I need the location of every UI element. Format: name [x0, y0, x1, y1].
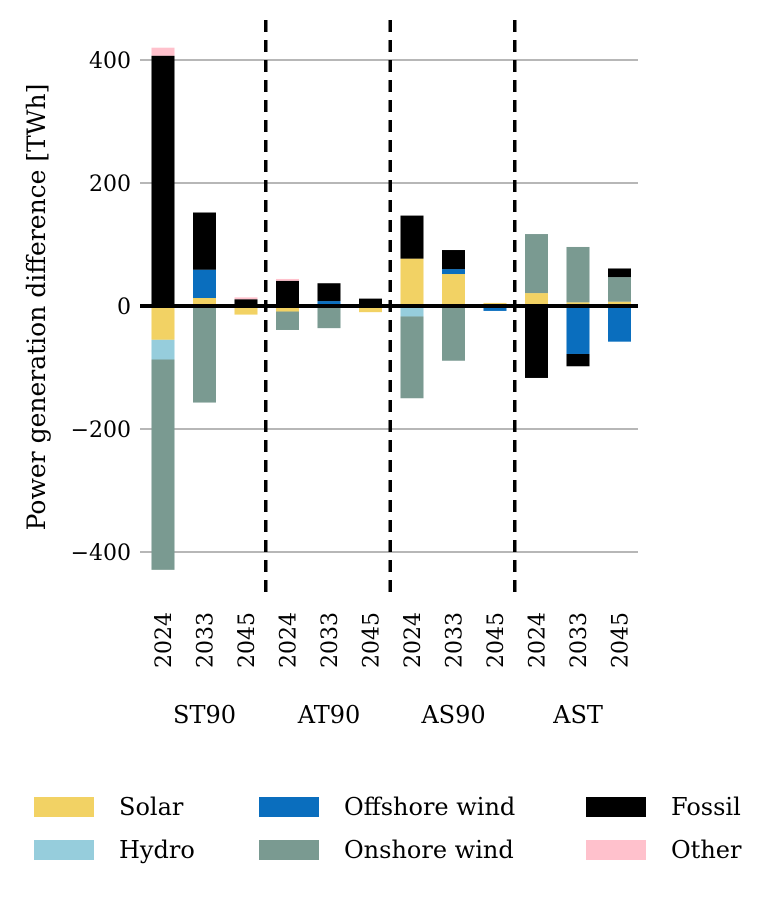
legend-label: Onshore wind [344, 836, 514, 864]
legend-label: Hydro [119, 836, 195, 864]
bar-onshore-wind [525, 234, 548, 294]
bar-solar [525, 293, 548, 306]
legend-swatch [586, 797, 646, 817]
bar-onshore-wind [442, 306, 465, 361]
x-tick-label: 2024 [526, 612, 551, 668]
bar-fossil [359, 298, 382, 306]
legend-swatch [259, 797, 319, 817]
x-tick-label: 2045 [235, 612, 260, 668]
group-label: AS90 [420, 701, 485, 729]
bar-offshore-wind [442, 269, 465, 275]
bar-offshore-wind [566, 306, 590, 354]
bar-fossil [234, 299, 258, 305]
bar-fossil [442, 250, 465, 270]
x-tick-label: 2045 [484, 612, 509, 668]
bar-hydro [151, 339, 175, 360]
x-tick-labels: 2024 2033 2045 2024 2033 2045 2024 2033 2045 2024… [152, 612, 634, 668]
legend-label: Offshore wind [344, 793, 515, 821]
bar-onshore-wind [276, 311, 299, 330]
x-tick-label: 2033 [318, 612, 343, 668]
x-tick-label: 2045 [360, 612, 385, 668]
bar-onshore-wind [193, 306, 216, 403]
group-label: ST90 [173, 701, 236, 729]
x-tick-label: 2033 [567, 612, 592, 668]
bar-solar [442, 274, 465, 306]
y-axis-label: Power generation difference [TWh] [22, 84, 51, 531]
bar-other [276, 278, 299, 281]
bar-fossil [608, 268, 631, 278]
y-tick-label: −200 [71, 418, 131, 443]
bar-fossil [276, 280, 299, 306]
bar-onshore-wind [317, 306, 341, 329]
bar-onshore-wind [151, 359, 175, 570]
y-tick-label: 0 [117, 295, 131, 320]
legend-swatch [34, 797, 94, 817]
legend-swatch [586, 840, 646, 860]
group-label: AST [552, 701, 603, 729]
group-separators [264, 20, 517, 598]
bar-fossil [193, 212, 216, 270]
bars [140, 47, 638, 570]
bar-onshore-wind [400, 316, 424, 399]
y-tick-label: −400 [71, 541, 131, 566]
bar-onshore-wind [608, 277, 631, 302]
bar-fossil [317, 283, 341, 302]
bar-solar [608, 301, 631, 306]
bar-offshore-wind [483, 306, 507, 311]
bar-solar [193, 298, 216, 306]
legend-item: Solar [34, 793, 184, 821]
x-tick-label: 2045 [609, 612, 634, 668]
bar-offshore-wind [608, 306, 631, 342]
legend-label: Other [671, 836, 742, 864]
y-tick-labels: 400 200 0 −200 −400 [71, 49, 131, 566]
bar-fossil [151, 55, 175, 306]
x-tick-label: 2033 [443, 612, 468, 668]
bar-solar [400, 258, 424, 306]
legend-item: Hydro [34, 836, 195, 864]
legend-label: Fossil [671, 793, 741, 821]
legend-label: Solar [119, 793, 184, 821]
bar-hydro [400, 306, 424, 317]
x-tick-label: 2033 [194, 612, 219, 668]
bar-offshore-wind [193, 269, 216, 299]
legend-swatch [34, 840, 94, 860]
bar-other [151, 47, 175, 56]
legend-item: Offshore wind [259, 793, 515, 821]
legend-swatch [259, 840, 319, 860]
group-label: AT90 [297, 701, 361, 729]
y-tick-label: 200 [89, 172, 131, 197]
bar-fossil [400, 215, 424, 259]
y-tick-label: 400 [89, 49, 131, 74]
legend: Solar Hydro Offshore wind Onshore wind Fossi… [34, 793, 742, 864]
legend-item: Fossil [586, 793, 741, 821]
bar-onshore-wind [566, 246, 590, 303]
bar-other [234, 297, 258, 300]
x-tick-label: 2024 [152, 612, 177, 668]
bar-solar [151, 306, 175, 340]
bar-solar [276, 306, 299, 312]
x-tick-label: 2024 [401, 612, 426, 668]
bar-fossil [566, 353, 590, 367]
legend-item: Other [586, 836, 742, 864]
bar-solar [234, 306, 258, 315]
group-labels: ST90 AT90 AS90 AST [173, 701, 603, 729]
bar-offshore-wind [317, 301, 341, 306]
bar-fossil [525, 306, 548, 378]
bar-solar [359, 306, 382, 313]
legend-item: Onshore wind [259, 836, 514, 864]
x-tick-label: 2024 [277, 612, 302, 668]
